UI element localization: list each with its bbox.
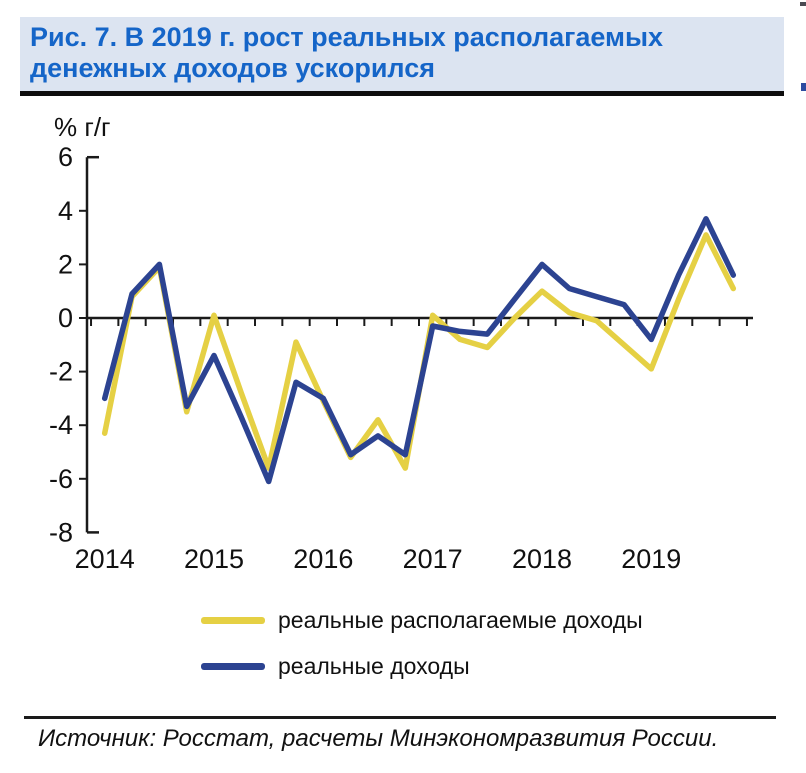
y-axis-tick-label: -6	[49, 464, 73, 494]
series-line-real-income	[101, 216, 737, 485]
figure-title-bar: Рис. 7. В 2019 г. рост реальных располаг…	[20, 17, 784, 96]
y-axis-tick-label: -2	[49, 357, 73, 387]
x-axis-year-label: 2018	[512, 544, 572, 574]
source-divider	[24, 716, 776, 719]
figure-title-line-2: денежных доходов ускорился	[30, 53, 435, 83]
series-line-disposable-income	[101, 232, 737, 471]
source-text: Источник: Росстат, расчеты Минэкономразв…	[38, 725, 719, 752]
legend-item-real-income: реальные доходы	[201, 653, 643, 679]
y-axis-tick-label: -8	[49, 517, 73, 547]
y-axis-tick-label: -4	[49, 410, 73, 440]
y-axis-tick-label: 0	[58, 303, 73, 333]
x-axis-year-label: 2015	[184, 544, 244, 574]
x-axis-year-label: 2017	[403, 544, 463, 574]
page-edge-fragment-blue	[801, 83, 806, 91]
legend-label: реальные располагаемые доходы	[278, 606, 643, 633]
y-axis-tick-label: 6	[58, 142, 73, 172]
x-axis-year-label: 2016	[293, 544, 353, 574]
legend-swatch-yellow	[201, 616, 265, 624]
page-edge-fragment-top	[800, 2, 806, 6]
legend-swatch-blue	[201, 662, 265, 670]
x-axis-year-label: 2019	[621, 544, 681, 574]
y-axis-unit-label: % г/г	[54, 112, 111, 142]
figure-title-line-1: Рис. 7. В 2019 г. рост реальных располаг…	[30, 22, 664, 52]
x-axis-year-label: 2014	[75, 544, 135, 574]
chart-legend: реальные располагаемые доходы реальные д…	[201, 607, 643, 699]
legend-item-disposable-income: реальные располагаемые доходы	[201, 607, 643, 633]
y-axis-tick-label: 4	[58, 196, 73, 226]
y-axis-tick-label: 2	[58, 249, 73, 279]
legend-label: реальные доходы	[278, 652, 470, 679]
